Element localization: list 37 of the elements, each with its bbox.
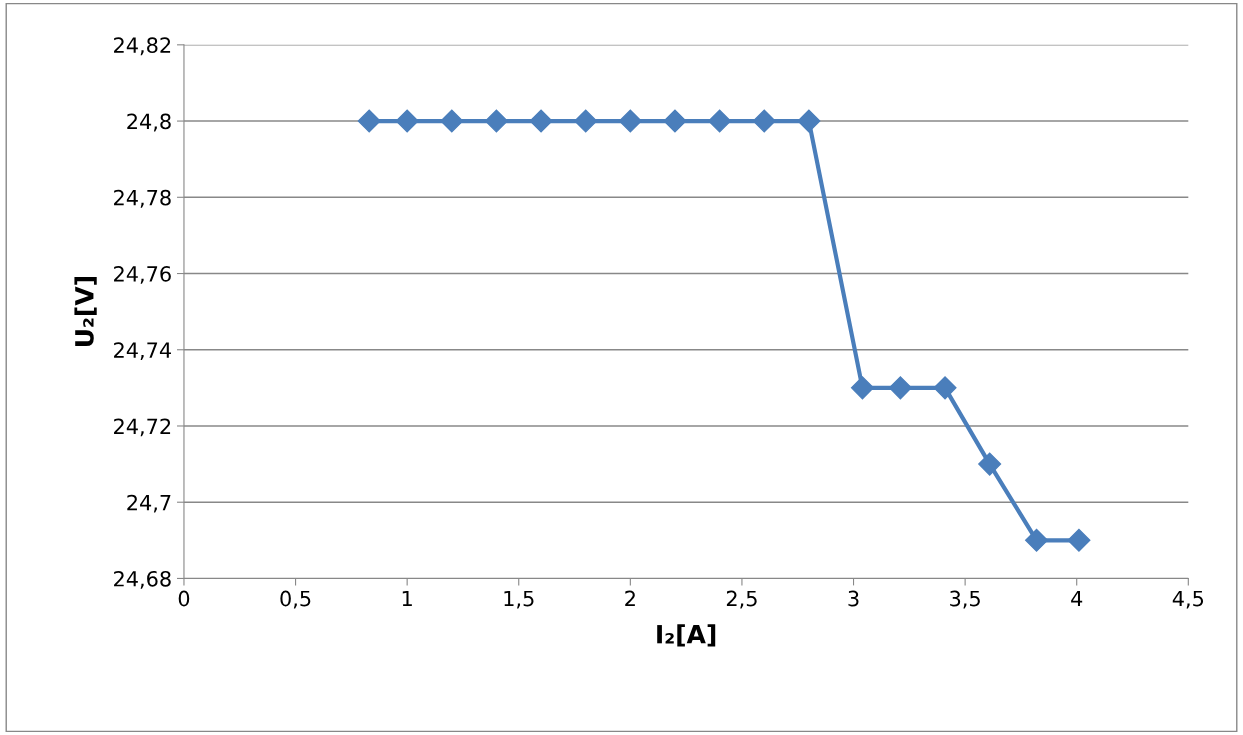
x-tick-label: 3 — [848, 590, 859, 607]
point — [850, 376, 874, 400]
y-tick-label: 24,74 — [114, 342, 171, 361]
x-tick-label: 3,5 — [950, 590, 980, 609]
point — [395, 109, 419, 133]
x-tick-label: 2 — [625, 590, 635, 607]
point — [357, 109, 381, 133]
point — [933, 376, 957, 400]
point — [663, 109, 687, 133]
x-tick-label: 0 — [178, 590, 190, 607]
point — [1067, 528, 1091, 552]
point — [978, 452, 1002, 476]
point — [797, 109, 821, 133]
x-tick-label: 2,5 — [726, 590, 757, 609]
point — [440, 109, 464, 133]
x-tick-label: 1,5 — [504, 590, 534, 609]
point — [484, 109, 508, 133]
point — [752, 109, 776, 133]
point — [888, 376, 912, 400]
y-tick-label: 24,8 — [127, 113, 171, 132]
x-axis-title: I₂[A] — [657, 624, 716, 647]
x-tick-label: 1 — [402, 590, 412, 607]
y-tick-label: 24,78 — [114, 189, 171, 208]
y-axis-title: U₂[V] — [74, 277, 97, 347]
point — [574, 109, 598, 133]
y-tick-label: 24,82 — [114, 37, 171, 56]
y-tick-label: 24,76 — [114, 265, 171, 284]
y-tick-label: 24,72 — [114, 418, 171, 437]
x-tick-label: 4 — [1071, 590, 1083, 607]
point — [708, 109, 732, 133]
x-tick-label: 0,5 — [280, 590, 311, 609]
x-tick-label: 4,5 — [1172, 590, 1204, 609]
point — [1025, 528, 1049, 552]
y-tick-label: 24,68 — [114, 570, 171, 589]
y-tick-label: 24,7 — [127, 494, 171, 513]
point — [618, 109, 642, 133]
point — [529, 109, 553, 133]
